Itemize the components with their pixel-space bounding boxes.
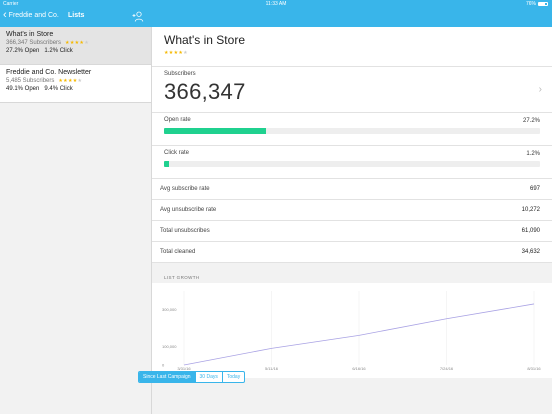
stat-row: Avg unsubscribe rate 10,272 xyxy=(152,200,552,221)
chevron-right-icon: › xyxy=(538,84,542,95)
detail-title: What's in Store xyxy=(164,33,245,47)
stat-value: 61,090 xyxy=(521,228,540,234)
battery-icon xyxy=(538,2,548,6)
list-subscribers-row: 5,485 Subscribers ★★★★★ xyxy=(6,78,145,84)
range-since-last-campaign[interactable]: Since Last Campaign xyxy=(139,372,195,382)
page-title: Lists xyxy=(68,12,85,19)
subscribers-label: Subscribers xyxy=(164,71,196,77)
list-growth-chart: 300,000 100,000 0 3/31/16 5/11/16 6/16/16 7/24… xyxy=(152,283,552,378)
rating-stars: ★★★★★ xyxy=(58,78,83,84)
open-rate-label: Open rate xyxy=(164,117,191,123)
click-rate-value: 1.2% xyxy=(526,151,540,157)
range-30-days[interactable]: 30 Days xyxy=(194,372,222,382)
range-today[interactable]: Today xyxy=(221,372,244,382)
list-item[interactable]: Freddie and Co. Newsletter 5,485 Subscri… xyxy=(0,65,151,103)
list-name: What's in Store xyxy=(6,31,54,38)
clock: 11:33 AM xyxy=(265,1,287,7)
y-tick-label: 100,000 xyxy=(162,344,177,349)
stat-label: Total unsubscribes xyxy=(160,228,210,234)
list-click-rate: 9.4% Click xyxy=(44,86,73,92)
y-tick-label: 300,000 xyxy=(162,307,177,312)
add-user-icon[interactable] xyxy=(132,11,144,22)
stat-value: 34,632 xyxy=(521,249,540,255)
open-rate-bar xyxy=(164,128,540,134)
detail-header: What's in Store ★★★★★ xyxy=(152,27,552,67)
list-stats: 49.1% Open 9.4% Click xyxy=(6,86,145,92)
y-tick-label: 0 xyxy=(162,363,165,368)
date-range-control: Since Last Campaign 30 Days Today xyxy=(138,371,246,383)
battery-percent: 76% xyxy=(525,1,536,7)
list-item[interactable]: What's in Store 366,347 Subscribers ★★★★… xyxy=(0,27,151,65)
list-click-rate: 1.2% Click xyxy=(44,48,73,54)
open-rate-row: Open rate 27.2% xyxy=(152,113,552,146)
subscribers-value: 366,347 xyxy=(164,79,246,104)
stat-value: 697 xyxy=(529,186,540,192)
detail-rating-stars: ★★★★★ xyxy=(164,50,188,56)
stat-row: Avg subscribe rate 697 xyxy=(152,179,552,200)
click-rate-row: Click rate 1.2% xyxy=(152,146,552,179)
x-tick-label: 3/31/16 xyxy=(177,366,191,371)
detail-nav-bar xyxy=(152,8,552,27)
series-line xyxy=(183,303,535,366)
back-button[interactable]: ‹ Freddie and Co. xyxy=(3,9,59,21)
click-rate-bar-fill xyxy=(164,161,169,167)
click-rate-label: Click rate xyxy=(164,150,190,156)
battery-status: 76% xyxy=(526,1,548,7)
stat-label: Avg unsubscribe rate xyxy=(160,207,217,213)
stat-row: Total cleaned 34,632 xyxy=(152,242,552,263)
list-subscribers-row: 366,347 Subscribers ★★★★★ xyxy=(6,40,145,46)
chevron-left-icon: ‹ xyxy=(3,9,7,21)
list-name: Freddie and Co. Newsletter xyxy=(6,69,92,76)
click-rate-bar xyxy=(164,161,540,167)
subscribers-row[interactable]: Subscribers 366,347 › xyxy=(152,67,552,113)
stat-value: 10,272 xyxy=(521,207,540,213)
rating-stars: ★★★★★ xyxy=(65,40,89,46)
lists-sidebar: What's in Store 366,347 Subscribers ★★★★… xyxy=(0,27,152,414)
stat-label: Total cleaned xyxy=(160,249,196,255)
back-label: Freddie and Co. xyxy=(8,12,59,19)
list-detail: What's in Store ★★★★★ Subscribers 366,34… xyxy=(152,27,552,414)
lists-nav-bar: ‹ Freddie and Co. Lists xyxy=(0,8,152,27)
list-open-rate: 27.2% Open xyxy=(6,48,40,54)
list-growth-heading: LIST GROWTH xyxy=(164,275,200,280)
carrier-label: Carrier xyxy=(3,1,19,7)
open-rate-value: 27.2% xyxy=(522,118,540,124)
stat-label: Avg subscribe rate xyxy=(160,186,210,192)
open-rate-bar-fill xyxy=(164,128,267,134)
list-stats: 27.2% Open 1.2% Click xyxy=(6,48,145,54)
list-subscribers: 366,347 Subscribers xyxy=(6,40,62,46)
x-tick-label: 6/16/16 xyxy=(352,366,366,371)
x-tick-label: 8/31/16 xyxy=(527,366,541,371)
list-open-rate: 49.1% Open xyxy=(6,86,40,92)
x-tick-label: 7/24/16 xyxy=(440,366,454,371)
list-growth-chart-svg: 300,000 100,000 0 3/31/16 5/11/16 6/16/16 7/24… xyxy=(162,291,541,371)
list-subscribers: 5,485 Subscribers xyxy=(6,78,55,84)
status-bar: Carrier 11:33 AM 76% xyxy=(0,0,552,8)
x-tick-label: 5/11/16 xyxy=(265,366,279,371)
stat-row: Total unsubscribes 61,090 xyxy=(152,221,552,242)
